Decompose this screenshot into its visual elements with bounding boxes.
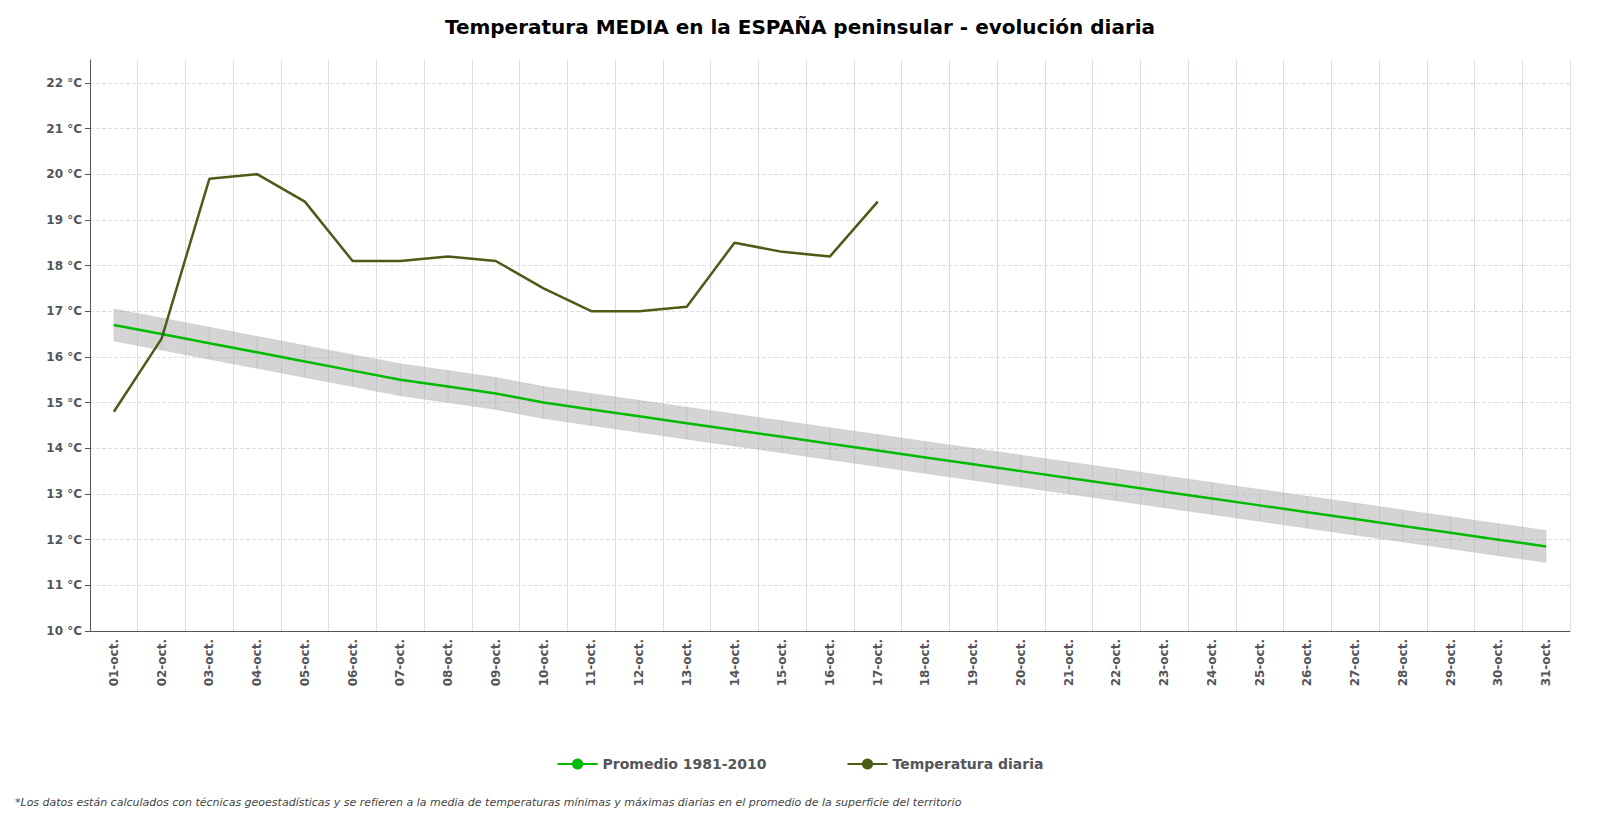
svg-text:19 °C: 19 °C	[46, 213, 82, 227]
svg-text:05-oct.: 05-oct.	[298, 639, 312, 686]
svg-text:16 °C: 16 °C	[46, 350, 82, 364]
svg-text:13 °C: 13 °C	[46, 487, 82, 501]
svg-text:12 °C: 12 °C	[46, 533, 82, 547]
svg-text:08-oct.: 08-oct.	[441, 639, 455, 686]
svg-text:06-oct.: 06-oct.	[346, 639, 360, 686]
svg-text:03-oct.: 03-oct.	[202, 639, 216, 686]
svg-text:22 °C: 22 °C	[46, 76, 82, 90]
svg-text:11-oct.: 11-oct.	[584, 639, 598, 686]
svg-text:10 °C: 10 °C	[46, 624, 82, 638]
svg-text:23-oct.: 23-oct.	[1157, 639, 1171, 686]
svg-text:09-oct.: 09-oct.	[489, 639, 503, 686]
svg-text:25-oct.: 25-oct.	[1253, 639, 1267, 686]
svg-text:22-oct.: 22-oct.	[1109, 639, 1123, 686]
svg-text:13-oct.: 13-oct.	[680, 639, 694, 686]
svg-text:14 °C: 14 °C	[46, 441, 82, 455]
svg-text:21-oct.: 21-oct.	[1062, 639, 1076, 686]
svg-text:19-oct.: 19-oct.	[966, 639, 980, 686]
svg-text:26-oct.: 26-oct.	[1300, 639, 1314, 686]
svg-text:18 °C: 18 °C	[46, 259, 82, 273]
svg-text:07-oct.: 07-oct.	[393, 639, 407, 686]
svg-text:10-oct.: 10-oct.	[537, 639, 551, 686]
svg-text:17 °C: 17 °C	[46, 304, 82, 318]
svg-text:01-oct.: 01-oct.	[107, 639, 121, 686]
svg-text:04-oct.: 04-oct.	[250, 639, 264, 686]
svg-text:27-oct.: 27-oct.	[1348, 639, 1362, 686]
svg-text:20-oct.: 20-oct.	[1014, 639, 1028, 686]
svg-text:15-oct.: 15-oct.	[775, 639, 789, 686]
svg-text:Temperatura diaria: Temperatura diaria	[892, 756, 1043, 772]
svg-text:Temperatura MEDIA en la ESPAÑA: Temperatura MEDIA en la ESPAÑA peninsula…	[445, 15, 1155, 39]
svg-text:14-oct.: 14-oct.	[728, 639, 742, 686]
svg-text:29-oct.: 29-oct.	[1444, 639, 1458, 686]
svg-text:*Los datos están calculados co: *Los datos están calculados con técnicas…	[15, 796, 962, 809]
svg-text:11 °C: 11 °C	[46, 578, 82, 592]
svg-text:17-oct.: 17-oct.	[871, 639, 885, 686]
svg-text:28-oct.: 28-oct.	[1396, 639, 1410, 686]
svg-text:02-oct.: 02-oct.	[155, 639, 169, 686]
svg-text:30-oct.: 30-oct.	[1491, 639, 1505, 686]
svg-text:21 °C: 21 °C	[46, 122, 82, 136]
svg-text:12-oct.: 12-oct.	[632, 639, 646, 686]
svg-text:15 °C: 15 °C	[46, 396, 82, 410]
svg-text:Promedio 1981-2010: Promedio 1981-2010	[603, 756, 767, 772]
svg-text:20 °C: 20 °C	[46, 167, 82, 181]
svg-text:16-oct.: 16-oct.	[823, 639, 837, 686]
svg-text:24-oct.: 24-oct.	[1205, 639, 1219, 686]
svg-text:18-oct.: 18-oct.	[918, 639, 932, 686]
svg-text:31-oct.: 31-oct.	[1539, 639, 1553, 686]
